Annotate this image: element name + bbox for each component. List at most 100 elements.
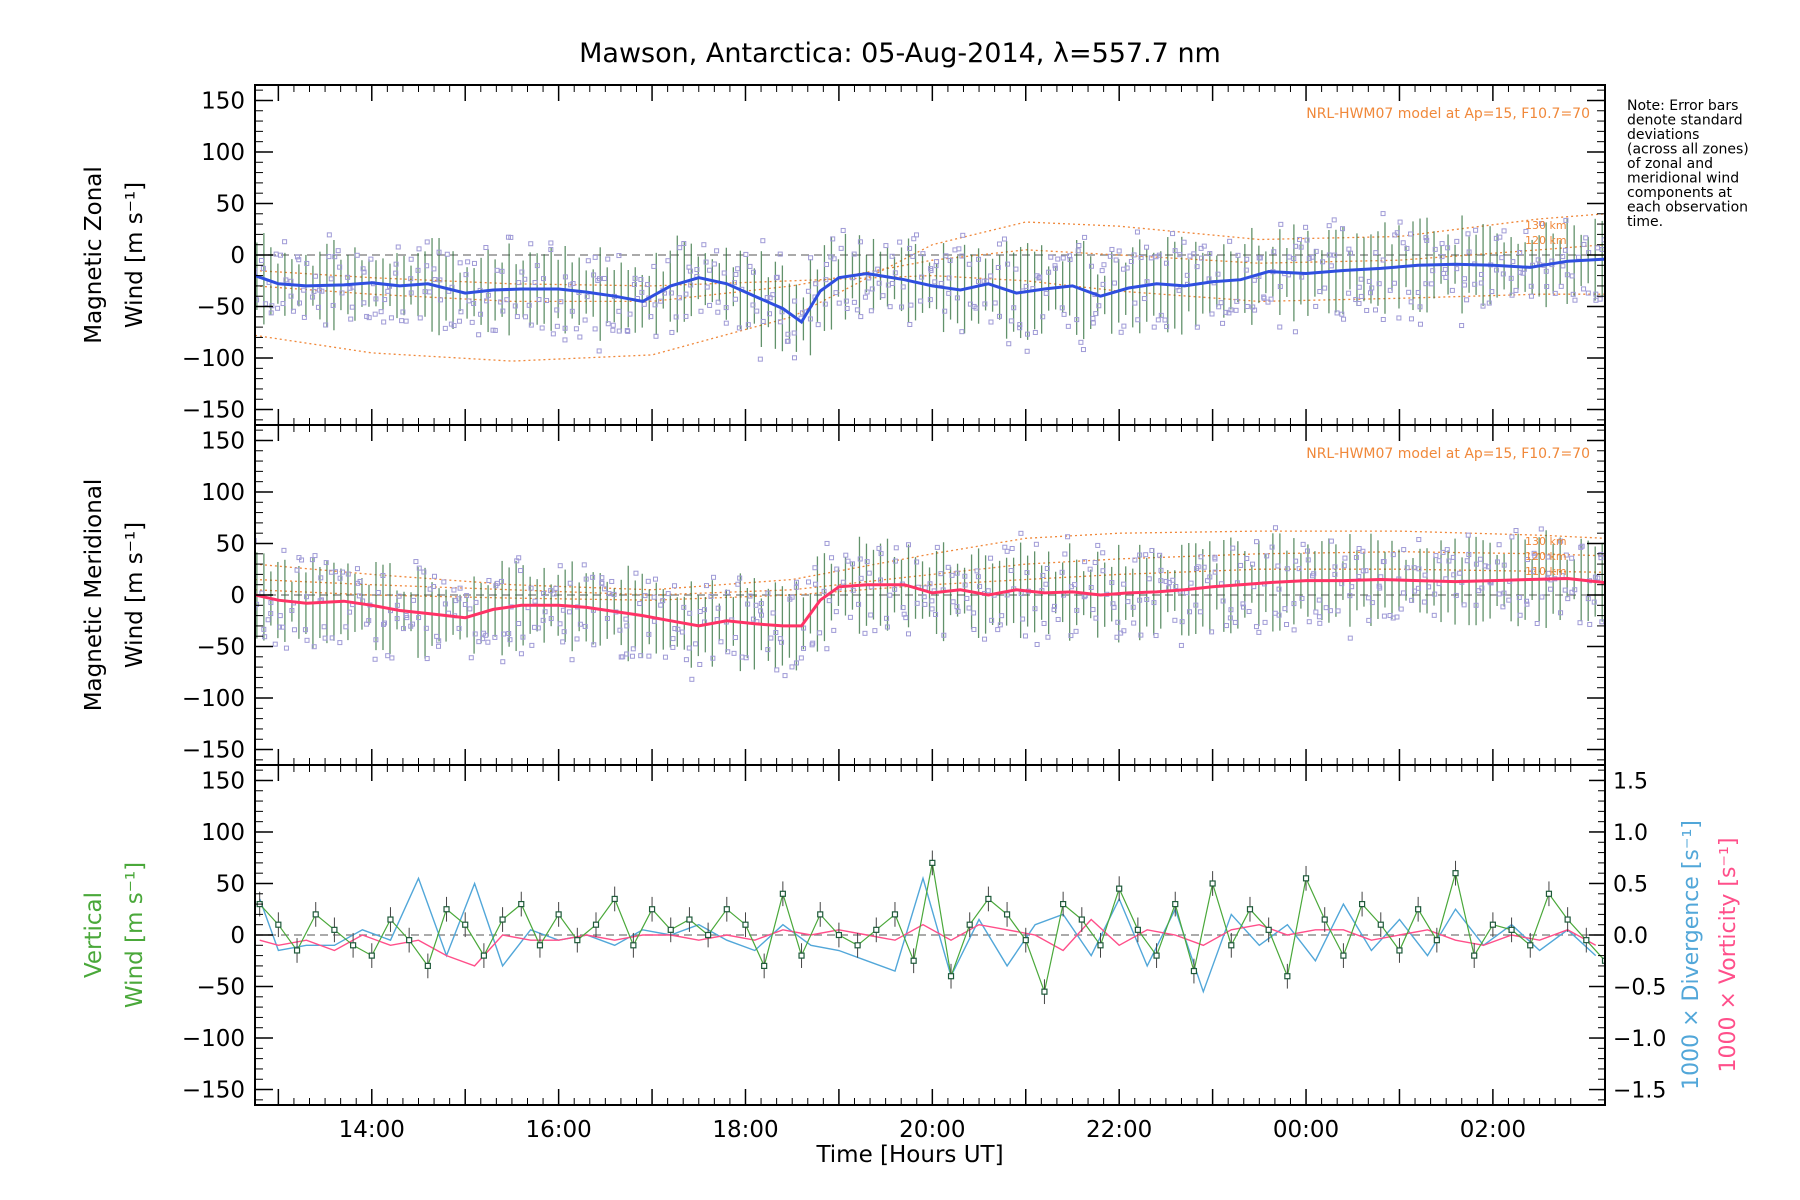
scatter-point [1387,613,1393,619]
x-axis-label: Time [Hours UT] [815,1142,1003,1168]
model-curve-130km [255,213,1605,362]
scatter-point [665,258,671,264]
scatter-point [548,247,554,253]
scatter-point [707,302,713,308]
scatter-point [996,313,1002,319]
scatter-point [789,664,795,670]
scatter-point [357,578,363,584]
panels: NRL-HWM07 model at Ap=15, F10.7=70 130 km… [81,84,1741,1143]
scatter-point [1138,632,1144,638]
scatter-point [1500,271,1506,277]
scatter-point [1052,603,1058,609]
scatter-point [328,569,334,575]
scatter-point [343,624,349,630]
scatter-point [876,545,882,551]
scatter-point [1093,615,1099,621]
scatter-point [1075,248,1081,254]
scatter-point [304,637,310,643]
scatter-point [255,297,260,303]
vertical-point [312,911,319,918]
scatter-point [964,595,970,601]
scatter-point [809,642,815,648]
scatter-point [500,659,506,665]
scatter-point [1440,549,1446,555]
y-tick-label: 0 [230,243,245,269]
scatter-point [516,555,522,561]
scatter-point [311,644,317,650]
scatter-point [856,601,862,607]
x-tick-label: 02:00 [1460,1117,1526,1143]
scatter-point [1114,634,1120,640]
scatter-point [1074,607,1080,613]
scatter-point [1332,571,1338,577]
scatter-point [1277,324,1283,330]
scatter-point [1176,287,1182,293]
scatter-point [1496,542,1502,548]
scatter-point [745,322,751,328]
scatter-point [478,311,484,317]
scatter-point [557,621,563,627]
scatter-point [1131,252,1137,258]
scatter-point [1400,240,1406,246]
model-level-label: 110 km [1525,565,1567,578]
scatter-point [733,271,739,277]
scatter-point [703,583,709,589]
scatter-point [1366,278,1372,284]
scatter-point [1034,641,1040,647]
scatter-point [519,269,525,275]
scatter-point [388,315,394,321]
y-tick-label: −150 [182,398,245,424]
scatter-point [1141,296,1147,302]
scatter-point [966,261,972,267]
scatter-point [1124,265,1130,271]
scatter-point [528,241,534,247]
scatter-point [569,308,575,314]
scatter-point [1390,552,1396,558]
scatter-point [976,279,982,285]
scatter-point [1560,254,1566,260]
scatter-point [632,275,638,281]
scatter-point [1409,597,1415,603]
scatter-point [1545,554,1551,560]
scatter-point [897,239,903,245]
scatter-point [469,319,475,325]
y-tick-label: −50 [196,975,245,1001]
scatter-point [1022,633,1028,639]
scatter-point [1373,250,1379,256]
scatter-point [1431,612,1437,618]
scatter-point [653,333,659,339]
scatter-point [330,302,336,308]
scatter-point [1040,572,1046,578]
scatter-point [1464,297,1470,303]
scatter-point [1473,561,1479,567]
scatter-point [1128,258,1134,264]
vertical-point [705,931,712,939]
scatter-point [967,301,973,307]
scatter-point [1024,331,1030,337]
scatter-point [332,254,338,260]
scatter-point [770,292,776,298]
scatter-point [620,654,626,660]
scatter-point [1358,276,1364,282]
scatter-point [507,637,513,643]
scatter-point [432,277,438,283]
scatter-point [947,258,953,264]
scatter-point [616,308,622,314]
mean-line-zonal [255,257,1605,325]
scatter-point [1244,556,1250,562]
note-line: components at [1627,185,1733,201]
scatter-point [1191,251,1197,257]
scatter-point [1132,557,1138,563]
scatter-point [1082,559,1088,565]
vertical-point [723,906,730,913]
scatter-point [639,289,645,295]
scatter-point [791,330,797,336]
y-tick-label: −100 [182,686,245,712]
scatter-point [887,592,893,598]
scatter-point [1116,248,1122,254]
scatter-point [1417,304,1423,310]
scatter-point [707,267,713,273]
scatter-point [1501,562,1507,568]
vertical-point [929,859,936,866]
scatter-point [1476,588,1482,594]
